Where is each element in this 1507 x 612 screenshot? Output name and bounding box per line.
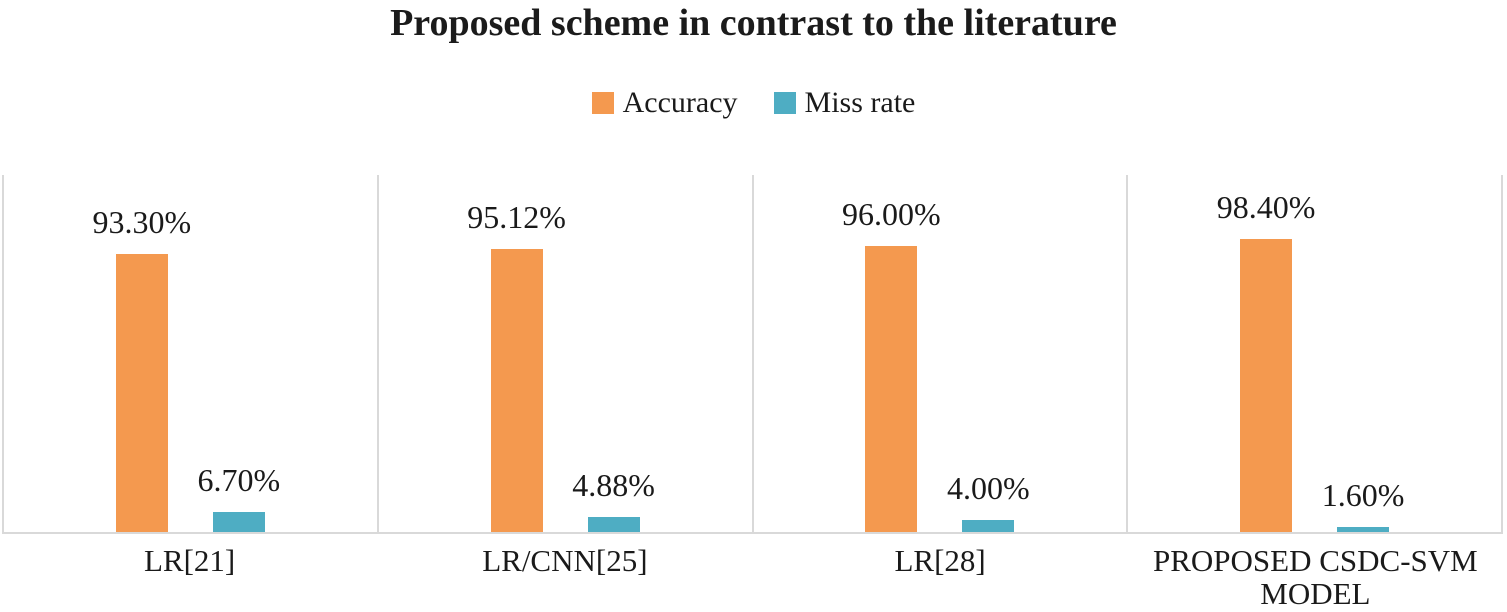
bar-accuracy: 93.30% (93, 204, 191, 532)
data-label: 98.40% (1216, 189, 1316, 226)
chart-title: Proposed scheme in contrast to the liter… (390, 2, 1117, 44)
category-label: LR[21] (143, 543, 236, 578)
category-label: PROPOSED CSDC-SVM MODEL (1153, 543, 1478, 611)
bar-miss-rate: 4.00% (947, 470, 1030, 532)
data-label: 1.60% (1321, 477, 1405, 514)
plot-area: 93.30% 6.70% 95.12% 4.88% 96.00% 4.00% 98.40% 1… (2, 175, 1503, 534)
legend-item-miss-rate: Miss rate (773, 86, 916, 120)
bar-miss-rate: 6.70% (198, 462, 280, 532)
accuracy-swatch-icon (591, 92, 614, 114)
bar-miss-rate: 4.88% (572, 467, 655, 532)
bar-accuracy: 95.12% (467, 199, 566, 532)
miss-rate-swatch-icon (773, 92, 796, 114)
bar-accuracy: 98.40% (1217, 189, 1315, 532)
legend-label: Accuracy (622, 86, 738, 119)
category-group-lr-21: 93.30% 6.70% (2, 175, 377, 532)
data-label: 4.88% (572, 467, 655, 504)
data-label: 93.30% (92, 204, 192, 241)
category-group-proposed-csdc-svm-model: 98.40% 1.60% (1126, 175, 1503, 532)
bar-miss-rate: 1.60% (1322, 477, 1404, 532)
chart-legend: Accuracy Miss rate (0, 86, 1507, 120)
category-label: LR/CNN[25] (482, 543, 648, 578)
legend-item-accuracy: Accuracy (591, 86, 738, 120)
legend-label: Miss rate (804, 86, 916, 119)
data-label: 4.00% (947, 470, 1030, 507)
data-label: 96.00% (842, 196, 941, 233)
data-label: 6.70% (197, 462, 281, 499)
category-axis: LR[21] LR/CNN[25] LR[28] PROPOSED CSDC-SVM … (2, 543, 1503, 611)
data-label: 95.12% (467, 199, 566, 236)
category-group-lr-cnn-25: 95.12% 4.88% (376, 175, 752, 532)
category-group-lr-28: 96.00% 4.00% (751, 175, 1127, 532)
bar-accuracy: 96.00% (842, 196, 941, 532)
category-label: LR[28] (894, 543, 986, 578)
